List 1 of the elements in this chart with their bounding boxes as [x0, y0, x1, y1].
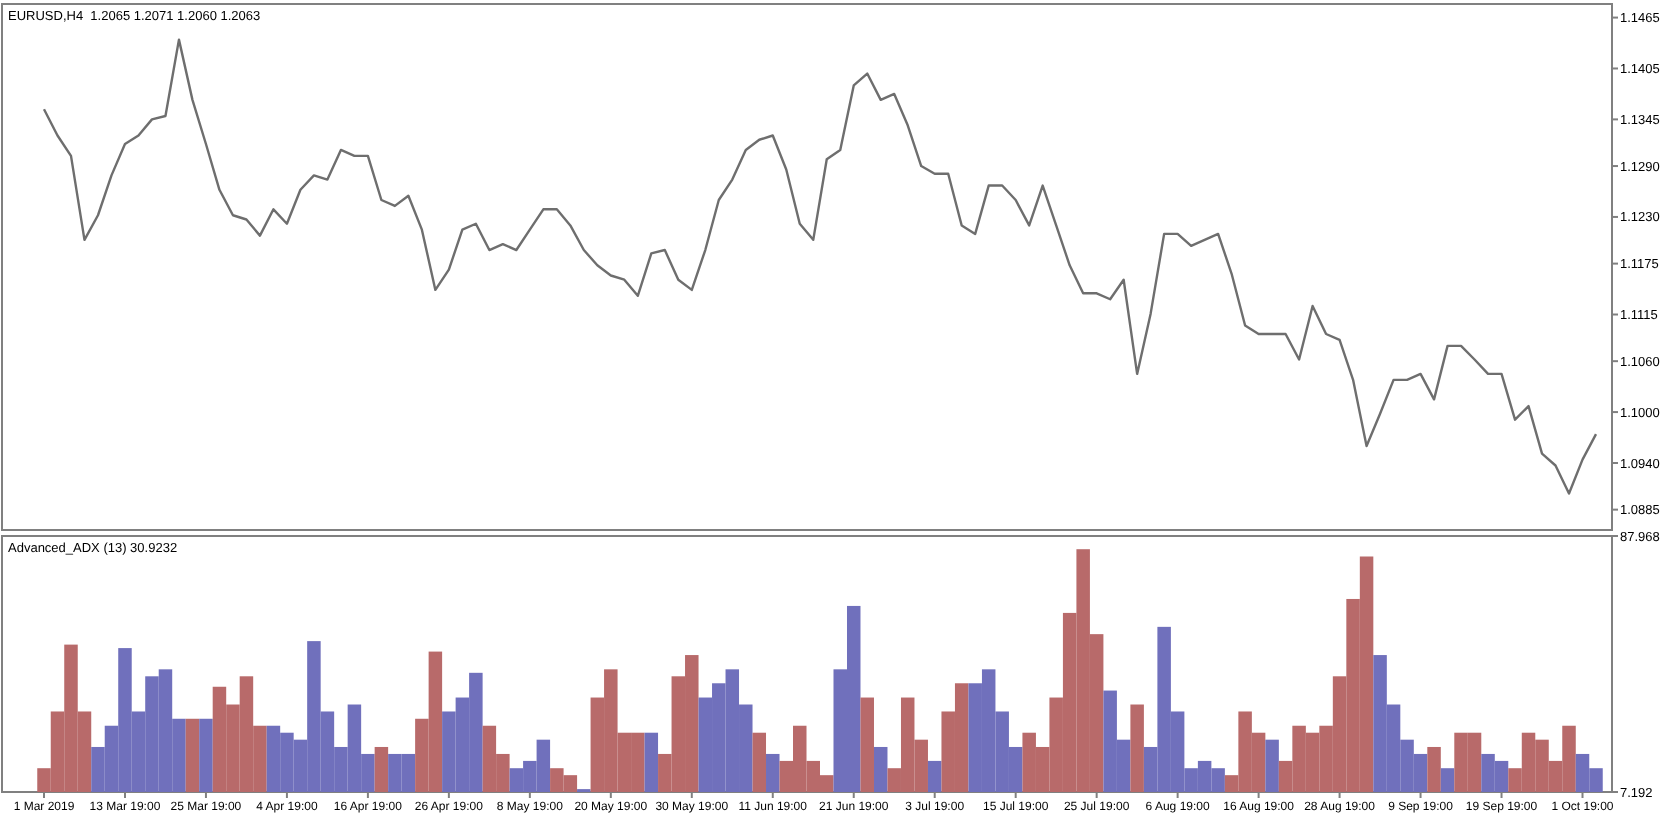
line-series	[42, 38, 1598, 495]
